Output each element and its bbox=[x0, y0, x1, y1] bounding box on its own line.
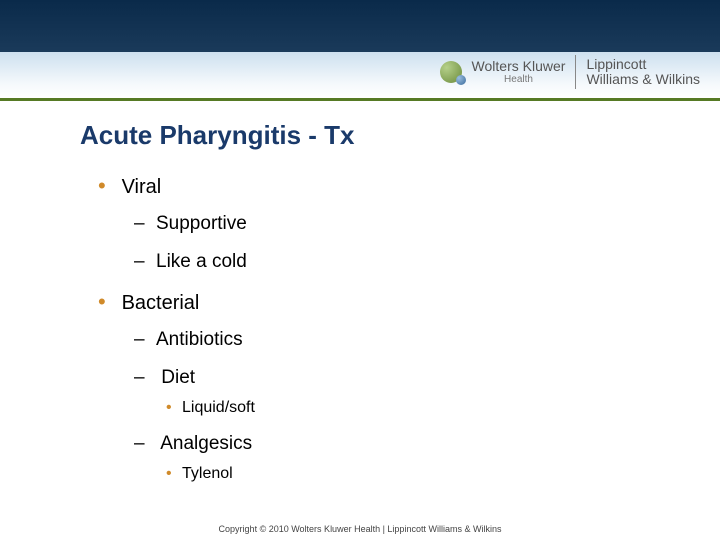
list-item-label: Analgesics bbox=[160, 433, 252, 454]
list-item: Like a cold bbox=[134, 251, 720, 273]
brand-left: Wolters Kluwer Health bbox=[472, 59, 566, 85]
list-item: Antibiotics bbox=[134, 329, 720, 351]
list-item: Bacterial Antibiotics Diet Liquid/soft A… bbox=[100, 289, 720, 483]
list-item: Diet Liquid/soft bbox=[134, 367, 720, 417]
list-item-label: Supportive bbox=[156, 213, 247, 234]
list-item-label: Bacterial bbox=[122, 292, 200, 314]
wk-logo-icon bbox=[440, 61, 462, 83]
list-item: Analgesics Tylenol bbox=[134, 433, 720, 483]
header-accent-line bbox=[0, 98, 720, 101]
brand-right: Lippincott Williams & Wilkins bbox=[586, 57, 700, 88]
header-dark-band bbox=[0, 0, 720, 52]
brand-right-top: Lippincott bbox=[586, 57, 700, 72]
brand-divider bbox=[575, 55, 576, 89]
list-item-label: Tylenol bbox=[182, 465, 233, 482]
list-item: Viral Supportive Like a cold bbox=[100, 173, 720, 273]
copyright-text: Copyright © 2010 Wolters Kluwer Health |… bbox=[0, 524, 720, 534]
list-item-label: Like a cold bbox=[156, 251, 247, 272]
slide-title: Acute Pharyngitis - Tx bbox=[80, 120, 720, 151]
slide-content: Viral Supportive Like a cold Bacterial A… bbox=[100, 173, 720, 483]
list-item: Tylenol bbox=[166, 465, 720, 483]
brand-left-bottom: Health bbox=[472, 74, 566, 85]
brand-right-bottom: Williams & Wilkins bbox=[586, 72, 700, 87]
brand-left-top: Wolters Kluwer bbox=[472, 59, 566, 74]
list-item: Supportive bbox=[134, 213, 720, 235]
brand-block: Wolters Kluwer Health Lippincott William… bbox=[440, 55, 700, 89]
list-item: Liquid/soft bbox=[166, 399, 720, 417]
slide-header: Wolters Kluwer Health Lippincott William… bbox=[0, 0, 720, 100]
list-item-label: Viral bbox=[122, 176, 162, 198]
brand-text: Wolters Kluwer Health Lippincott William… bbox=[472, 55, 700, 89]
list-item-label: Liquid/soft bbox=[182, 399, 255, 416]
list-item-label: Diet bbox=[161, 367, 195, 388]
list-item-label: Antibiotics bbox=[156, 329, 243, 350]
